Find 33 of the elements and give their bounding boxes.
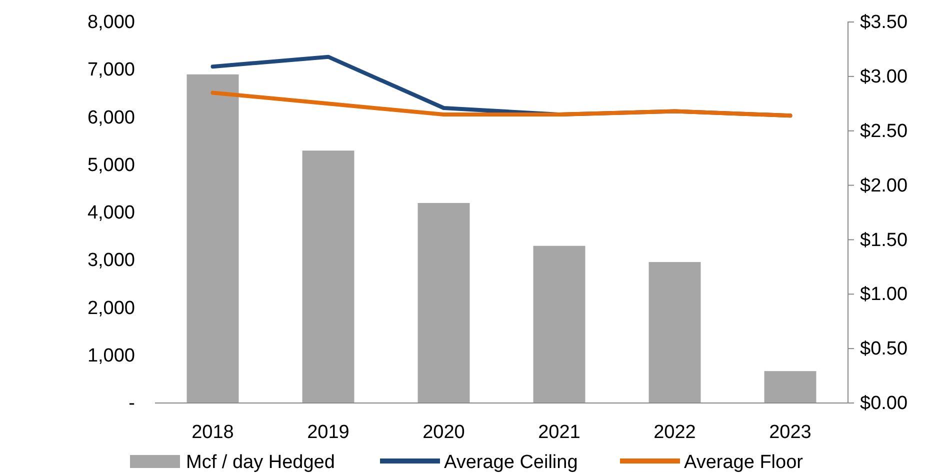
y-tick-label: 6,000 — [87, 107, 135, 128]
y2-tick-label: $2.50 — [860, 120, 908, 142]
y2-tick-label: $1.00 — [860, 284, 908, 306]
bar — [648, 262, 701, 403]
x-tick-label: 2020 — [422, 422, 465, 443]
y-tick-label: 3,000 — [87, 250, 135, 272]
y2-tick-label: $0.00 — [860, 393, 908, 414]
y-tick-label: 7,000 — [87, 60, 135, 81]
y-tick-label: 1,000 — [87, 345, 135, 366]
bar — [533, 246, 586, 403]
y2-tick-label: $3.00 — [860, 66, 908, 88]
y-tick-label: 4,000 — [87, 202, 135, 224]
legend-label: Average Ceiling — [444, 452, 578, 473]
y2-tick-label: $2.00 — [860, 175, 908, 196]
x-tick-label: 2023 — [769, 422, 812, 443]
y2-tick-label: $0.50 — [860, 338, 908, 360]
legend-label: Mcf / day Hedged — [186, 452, 335, 473]
bar — [418, 202, 470, 403]
y-tick-label: 5,000 — [87, 154, 135, 176]
legend-label: Average Floor — [684, 452, 804, 473]
y-tick-label: 8,000 — [87, 12, 135, 34]
bar — [302, 150, 354, 403]
bar — [764, 371, 816, 403]
x-tick-label: 2018 — [192, 422, 234, 443]
x-tick-label: 2021 — [538, 422, 580, 443]
y2-tick-label: $3.50 — [860, 12, 908, 34]
bar — [186, 74, 239, 403]
line-series — [210, 90, 792, 118]
y-tick-label: - — [128, 393, 135, 414]
y2-tick-label: $1.50 — [860, 230, 908, 251]
x-tick-label: 2022 — [654, 422, 696, 443]
y-tick-label: 2,000 — [87, 298, 135, 319]
x-tick-label: 2019 — [307, 422, 350, 443]
